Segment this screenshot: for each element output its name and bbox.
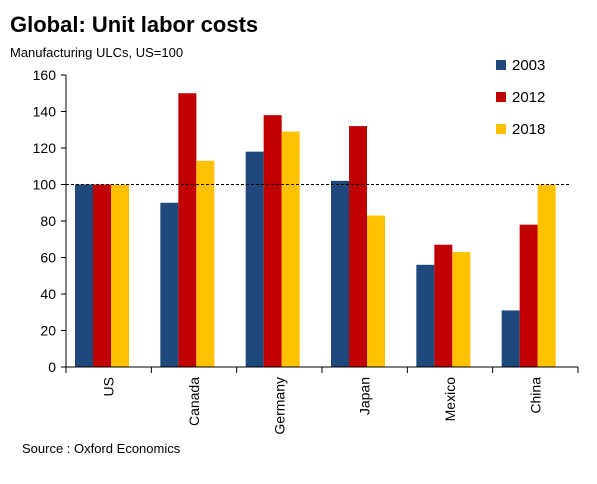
- y-tick-label: 60: [40, 250, 56, 266]
- legend-swatch-2012: [496, 92, 506, 102]
- x-tick-label: Japan: [357, 377, 373, 415]
- y-tick-label: 100: [33, 177, 57, 193]
- bar-china-2003: [501, 310, 520, 367]
- bar-canada-2003: [160, 202, 179, 367]
- bar-germany-2018: [281, 131, 300, 367]
- y-tick-label: 40: [40, 286, 56, 302]
- legend-label-2018: 2018: [512, 121, 545, 138]
- x-tick-label: China: [527, 377, 543, 414]
- y-tick-label: 120: [33, 140, 57, 156]
- bar-mexico-2012: [434, 244, 453, 367]
- legend-label-2012: 2012: [512, 89, 545, 106]
- legend-swatch-2003: [496, 60, 506, 70]
- y-tick-label: 140: [33, 104, 57, 120]
- bar-canada-2012: [178, 93, 197, 367]
- bar-mexico-2018: [452, 252, 471, 367]
- bars-layer: [75, 93, 556, 368]
- x-tick-label: Canada: [186, 377, 202, 426]
- bar-japan-2012: [349, 126, 367, 367]
- bar-us-2003: [75, 184, 93, 367]
- y-tick-label: 160: [33, 67, 57, 83]
- legend: 2003 2012 2018: [496, 57, 545, 138]
- y-tick-label: 80: [40, 213, 56, 229]
- bar-canada-2018: [196, 160, 215, 367]
- x-tick-label: US: [101, 377, 117, 396]
- bar-japan-2018: [367, 215, 385, 367]
- chart-subtitle: Manufacturing ULCs, US=100: [10, 45, 184, 60]
- bar-germany-2003: [245, 151, 264, 367]
- x-tick-label: Mexico: [442, 377, 458, 422]
- y-tick-label: 0: [48, 359, 56, 375]
- y-tick-label: 20: [40, 323, 56, 339]
- bar-japan-2003: [331, 180, 349, 367]
- legend-swatch-2018: [496, 124, 506, 134]
- x-axis: US Canada Germany Japan Mexico China: [65, 366, 579, 435]
- bar-china-2018: [537, 184, 556, 367]
- bar-mexico-2003: [416, 264, 435, 367]
- y-axis: 0 20 40 60 80 100 120 140 160: [33, 67, 67, 375]
- bar-us-2018: [111, 184, 129, 367]
- chart-title: Global: Unit labor costs: [10, 12, 259, 37]
- legend-label-2003: 2003: [512, 57, 545, 74]
- bar-china-2012: [519, 224, 538, 367]
- x-tick-label: Germany: [271, 377, 287, 435]
- bar-germany-2012: [263, 115, 282, 368]
- source-note: Source : Oxford Economics: [22, 441, 181, 456]
- bar-us-2012: [93, 184, 111, 367]
